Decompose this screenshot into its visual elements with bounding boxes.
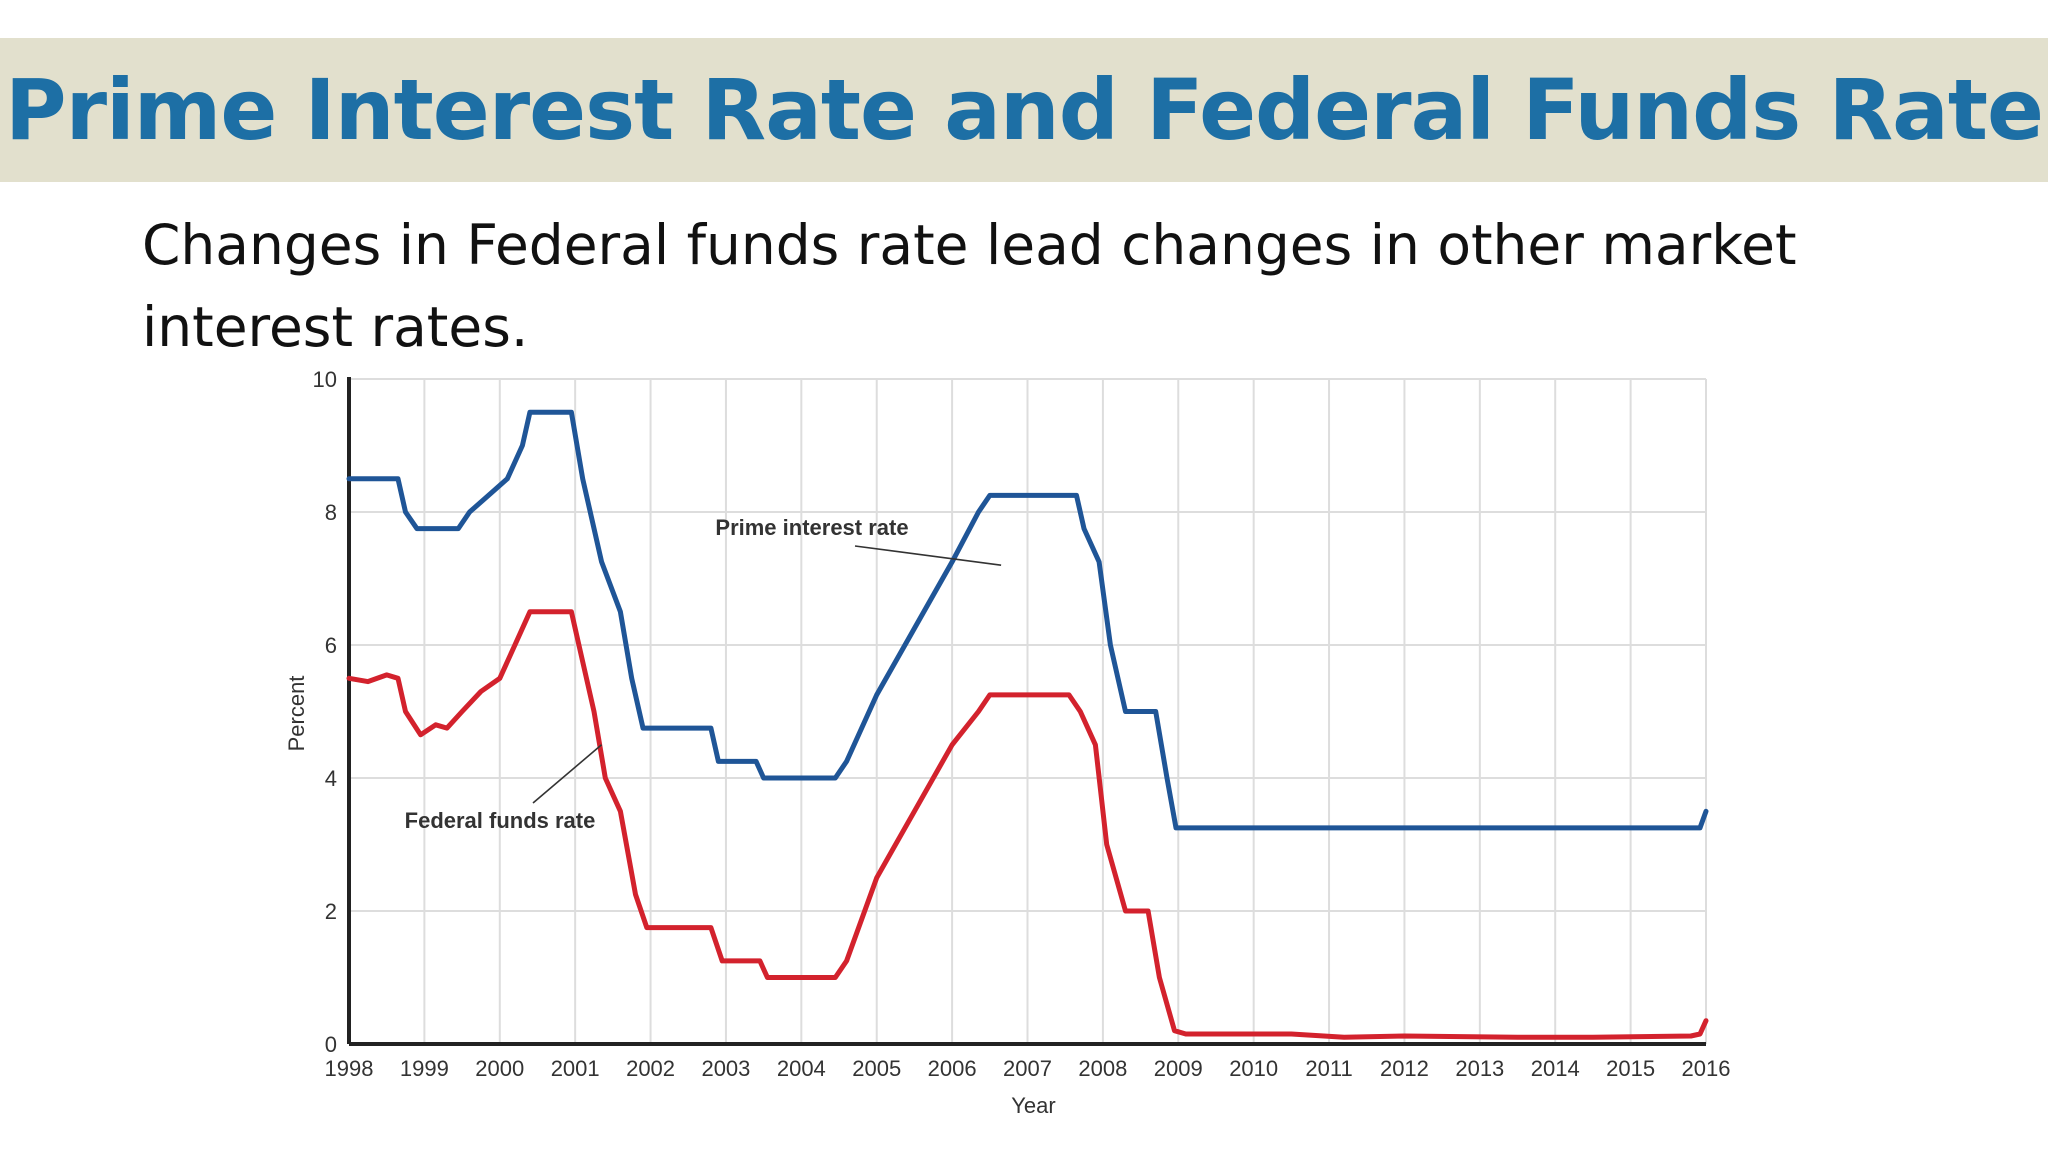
y-tick-label: 2 <box>325 899 337 924</box>
x-tick-label: 2016 <box>1682 1056 1731 1081</box>
x-tick-label: 2005 <box>852 1056 901 1081</box>
axis-labels: 1998 1999 2000 2001 2002 2003 2004 2005 2006 2007… <box>284 367 1730 1118</box>
title-band: Prime Interest Rate and Federal Funds Ra… <box>0 38 2048 182</box>
prime-rate-label: Prime interest rate <box>715 515 908 540</box>
y-tick-label: 8 <box>325 500 337 525</box>
y-tick-label: 0 <box>325 1032 337 1057</box>
y-tick-label: 10 <box>313 367 337 392</box>
x-tick-label: 2002 <box>626 1056 675 1081</box>
y-tick-label: 4 <box>325 766 337 791</box>
slide-subtitle: Changes in Federal funds rate lead chang… <box>142 213 1797 359</box>
prime-rate-line <box>346 409 1709 831</box>
y-tick-label: 6 <box>325 633 337 658</box>
series-lines <box>346 409 1709 1040</box>
x-tick-label: 2010 <box>1229 1056 1278 1081</box>
x-tick-label: 2009 <box>1154 1056 1203 1081</box>
x-tick-label: 2013 <box>1455 1056 1504 1081</box>
slide-title: Prime Interest Rate and Federal Funds Ra… <box>5 61 2044 159</box>
y-axis-title: Percent <box>284 676 309 752</box>
x-tick-label: 2008 <box>1078 1056 1127 1081</box>
annotation-leader-line <box>532 744 603 804</box>
x-tick-label: 2015 <box>1606 1056 1655 1081</box>
grid-lines <box>349 378 1707 1044</box>
x-tick-label: 2000 <box>475 1056 524 1081</box>
x-tick-label: 1999 <box>400 1056 449 1081</box>
x-tick-label: 2003 <box>701 1056 750 1081</box>
x-tick-label: 2001 <box>551 1056 600 1081</box>
x-tick-label: 2014 <box>1531 1056 1580 1081</box>
annotation-leader-line <box>854 545 1002 566</box>
x-tick-label: 2007 <box>1003 1056 1052 1081</box>
federal-funds-rate-label: Federal funds rate <box>405 808 596 833</box>
axes <box>347 377 1706 1046</box>
x-tick-label: 2011 <box>1305 1056 1352 1081</box>
x-tick-label: 1998 <box>325 1056 374 1081</box>
x-tick-label: 2012 <box>1380 1056 1429 1081</box>
x-tick-label: 2004 <box>777 1056 826 1081</box>
annotations: Prime interest rate Federal funds rate <box>405 515 1002 833</box>
federal-funds-rate-line <box>346 609 1709 1040</box>
x-tick-label: 2006 <box>928 1056 977 1081</box>
x-axis-title: Year <box>1011 1093 1055 1118</box>
